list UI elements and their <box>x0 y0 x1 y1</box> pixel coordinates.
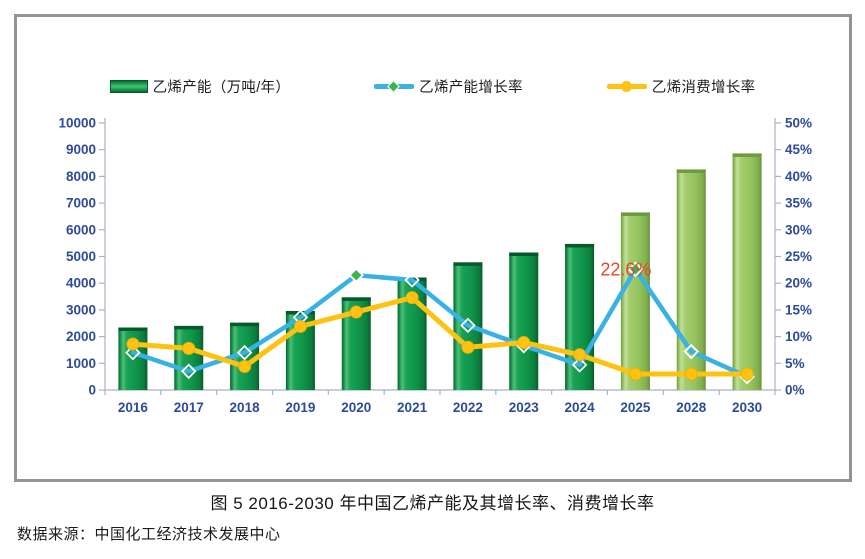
data-source: 数据来源：中国化工经济技术发展中心 <box>17 526 281 543</box>
diamond-marker <box>627 261 644 278</box>
right-axis-tick-label: 40% <box>785 169 812 184</box>
circle-marker <box>405 291 419 305</box>
legend-label-capacity-growth: 乙烯产能增长率 <box>419 79 523 96</box>
left-axis-tick-label: 3000 <box>66 302 96 317</box>
bar-swatch-icon <box>109 79 148 93</box>
x-axis-label: 2020 <box>341 400 371 415</box>
diamond-marker-icon <box>387 79 401 93</box>
yellow-line-swatch-icon <box>606 79 647 93</box>
bar-2017 <box>174 325 204 390</box>
right-axis-tick-label: 10% <box>785 329 812 344</box>
bar-2024 <box>565 243 595 390</box>
right-axis-tick-label: 45% <box>785 142 812 157</box>
left-axis-tick-label: 1000 <box>66 356 96 371</box>
right-axis-tick-label: 5% <box>785 356 805 371</box>
diamond-marker <box>236 344 253 361</box>
left-axis-tick-label: 7000 <box>66 196 96 211</box>
axes: 0 1000 2000 3000 4000 5000 6000 7000 8000 9000 100… <box>58 116 812 416</box>
right-axis-tick-label: 20% <box>785 276 812 291</box>
circle-marker <box>628 367 642 381</box>
circle-marker <box>182 341 196 355</box>
figure-caption: 图 5 2016-2030 年中国乙烯产能及其增长率、消费增长率 <box>210 494 655 513</box>
legend-label-consumption-growth: 乙烯消费增长率 <box>651 79 756 96</box>
diamond-marker <box>125 344 141 361</box>
diamond-marker <box>571 357 588 373</box>
x-axis-label: 2028 <box>676 400 707 415</box>
circle-marker <box>573 348 587 362</box>
left-axis-tick-label: 10000 <box>58 116 96 131</box>
x-axis-label: 2021 <box>397 400 428 415</box>
consumption-growth-line <box>126 291 754 381</box>
circle-marker <box>517 335 531 349</box>
circle-marker <box>238 360 252 374</box>
circle-marker <box>740 367 754 381</box>
chart-canvas: 0 1000 2000 3000 4000 5000 6000 7000 8000 9000 100… <box>58 116 812 416</box>
right-axis-tick-label: 35% <box>785 196 812 211</box>
right-axis-tick-label: 0% <box>785 383 805 398</box>
diamond-marker <box>348 267 365 283</box>
circle-marker-icon <box>620 80 632 92</box>
x-axis-label: 2024 <box>565 400 596 415</box>
legend-label-capacity: 乙烯产能（万吨/年） <box>152 79 291 96</box>
x-axis-label: 2023 <box>509 400 540 415</box>
bar-2023 <box>509 252 539 390</box>
right-axis-tick-label: 15% <box>785 302 812 317</box>
x-axis-label: 2018 <box>230 400 261 415</box>
x-axis-label: 2025 <box>620 400 651 415</box>
left-axis-tick-label: 5000 <box>66 249 96 264</box>
left-axis-tick-label: 8000 <box>66 169 96 184</box>
x-axis-label: 2017 <box>174 400 204 415</box>
diamond-marker <box>460 317 476 334</box>
left-axis-tick-label: 6000 <box>66 222 96 237</box>
chart-area: 0 1000 2000 3000 4000 5000 6000 7000 8000 9000 100… <box>20 110 840 422</box>
diamond-marker <box>683 343 700 360</box>
right-axis-tick-label: 25% <box>785 249 812 264</box>
circle-marker <box>461 340 475 354</box>
chart-frame <box>14 14 852 482</box>
x-axis-label: 2016 <box>118 400 149 415</box>
bar-2030 <box>732 153 762 390</box>
x-axis-label: 2019 <box>285 400 315 415</box>
left-axis-tick-label: 2000 <box>66 329 96 344</box>
left-axis-tick-label: 4000 <box>66 276 96 291</box>
right-axis-tick-label: 50% <box>785 116 812 131</box>
right-axis-tick-label: 30% <box>785 222 812 237</box>
blue-line-swatch-icon <box>374 79 415 93</box>
circle-marker <box>293 319 307 333</box>
peak-annotation: 22.6% <box>600 259 651 279</box>
circle-marker <box>126 337 140 351</box>
diamond-marker <box>180 363 197 380</box>
circle-marker <box>684 367 698 381</box>
x-axis-label: 2022 <box>453 400 483 415</box>
left-axis-tick-label: 9000 <box>66 142 96 157</box>
bar-2025 <box>620 212 650 390</box>
left-axis-tick-label: 0 <box>88 383 96 398</box>
chart-legend: 乙烯产能（万吨/年） 乙烯产能增长率 乙烯消费增长率 <box>30 74 835 98</box>
diamond-marker <box>404 272 420 288</box>
x-axis-label: 2030 <box>732 400 762 415</box>
legend-item-consumption-growth: 乙烯消费增长率 <box>606 76 756 97</box>
legend-item-capacity-growth: 乙烯产能增长率 <box>374 76 523 97</box>
circle-marker <box>349 305 363 319</box>
legend-item-capacity: 乙烯产能（万吨/年） <box>109 76 291 97</box>
